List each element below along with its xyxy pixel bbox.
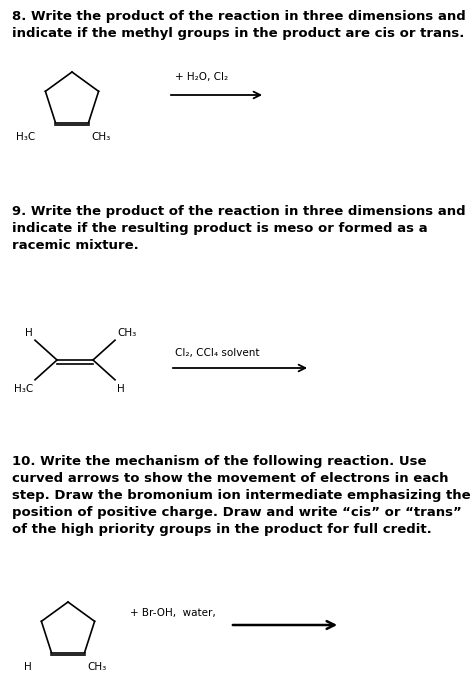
Text: + H₂O, Cl₂: + H₂O, Cl₂ — [175, 72, 228, 82]
Text: 9. Write the product of the reaction in three dimensions and
indicate if the res: 9. Write the product of the reaction in … — [12, 205, 466, 252]
Text: CH₃: CH₃ — [87, 662, 107, 672]
Text: H₃C: H₃C — [14, 384, 33, 394]
Text: CH₃: CH₃ — [92, 132, 111, 141]
Text: H: H — [24, 662, 31, 672]
Text: 10. Write the mechanism of the following reaction. Use
curved arrows to show the: 10. Write the mechanism of the following… — [12, 455, 471, 536]
Text: H₃C: H₃C — [16, 132, 36, 141]
Text: 8. Write the product of the reaction in three dimensions and
indicate if the met: 8. Write the product of the reaction in … — [12, 10, 466, 40]
Text: H: H — [25, 328, 33, 338]
Text: Cl₂, CCl₄ solvent: Cl₂, CCl₄ solvent — [175, 348, 259, 358]
Text: CH₃: CH₃ — [117, 328, 136, 338]
Text: H: H — [117, 384, 125, 394]
Text: + Br-OH,  water,: + Br-OH, water, — [130, 608, 216, 618]
